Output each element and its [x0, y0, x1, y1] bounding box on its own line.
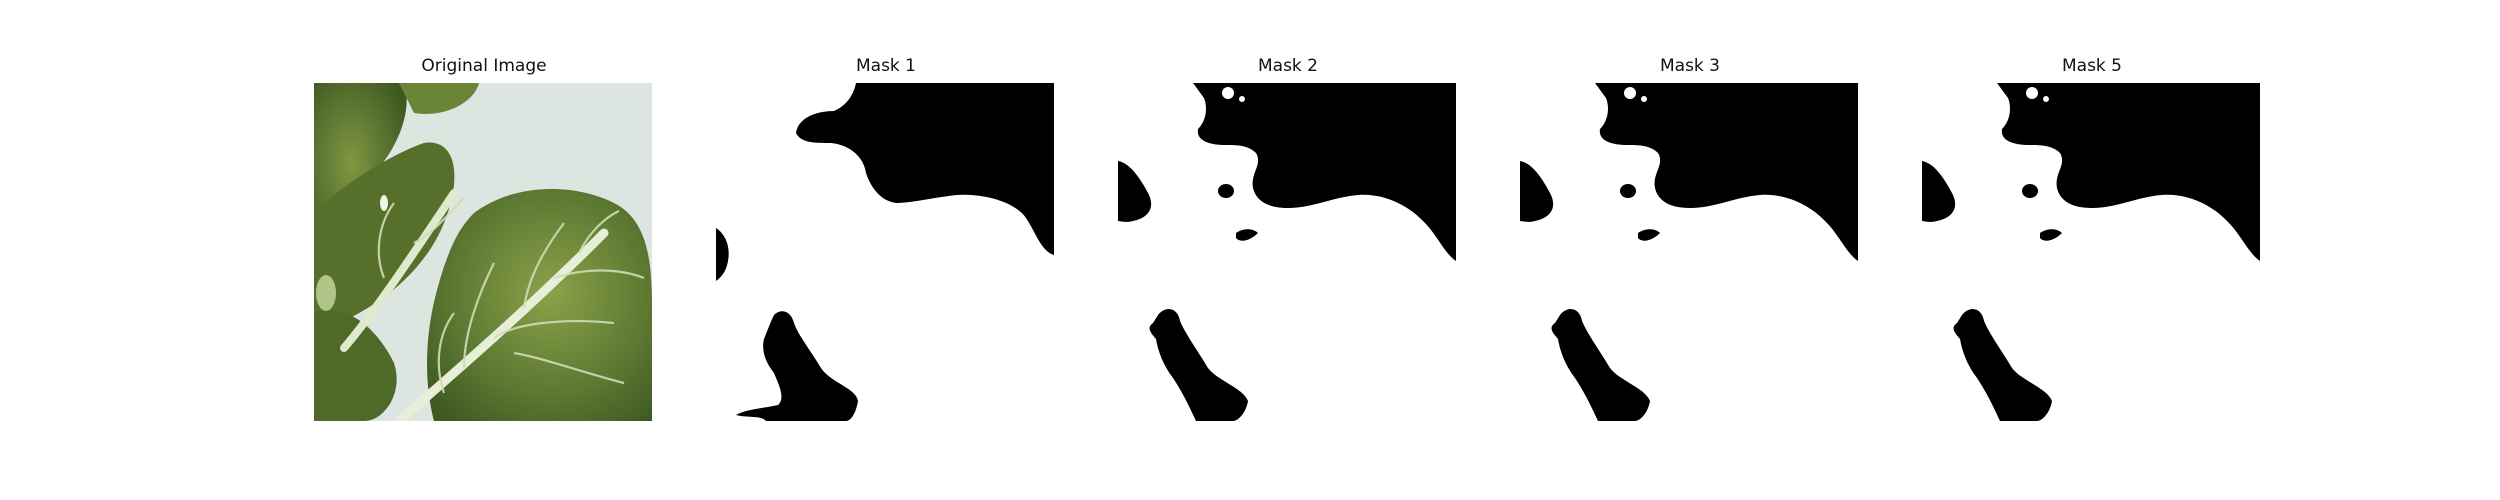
panel-title: Mask 5	[2061, 56, 2122, 76]
mask-image	[1922, 83, 2260, 421]
mask-image	[1118, 83, 1456, 421]
panel-title: Original Image	[421, 56, 547, 76]
original-image	[314, 83, 652, 421]
panel-title: Mask 3	[1659, 56, 1720, 76]
panel-title: Mask 1	[855, 56, 916, 76]
panel-title: Mask 2	[1257, 56, 1318, 76]
mask-image	[716, 83, 1054, 421]
mask-image	[1520, 83, 1858, 421]
